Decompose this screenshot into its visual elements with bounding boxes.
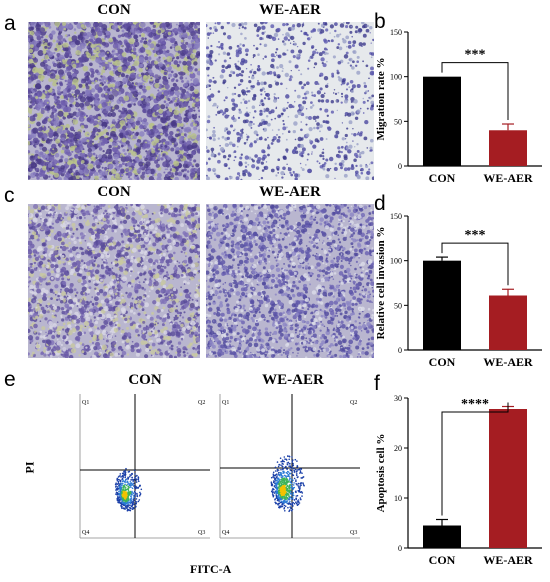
flow-con-q2: Q2 <box>198 400 205 406</box>
x-tick-label: CON <box>429 553 456 567</box>
panel-label-b: b <box>374 10 386 33</box>
x-tick-label: CON <box>429 355 456 369</box>
y-axis-label: Migration rate % <box>375 57 387 140</box>
bar-con <box>423 76 461 166</box>
bar-we-aer <box>489 295 527 350</box>
bar-we-aer <box>489 130 527 166</box>
panel-label-d: d <box>374 192 386 215</box>
bar-con <box>423 525 461 548</box>
panel-label-e: e <box>4 368 16 391</box>
micrograph-c-we-aer <box>206 204 374 358</box>
flow-we-aer-q3: Q3 <box>350 530 357 536</box>
y-tick-label: 20 <box>394 444 402 453</box>
flow-we-aer-q4: Q4 <box>222 530 229 536</box>
significance-stars: *** <box>465 228 486 243</box>
x-tick-label: WE-AER <box>483 171 533 185</box>
x-tick-label: WE-AER <box>483 553 533 567</box>
significance-stars: **** <box>461 397 489 412</box>
bar-con <box>423 260 461 350</box>
flow-plot-we-aer: Q1 Q2 Q3 Q4 <box>219 394 360 539</box>
significance-bracket <box>441 62 509 121</box>
flow-x-axis-label: FITC-A <box>190 562 232 576</box>
panel-label-a: a <box>4 12 16 35</box>
y-tick-label: 0 <box>398 544 402 553</box>
y-tick-label: 50 <box>394 301 402 310</box>
y-tick-label: 150 <box>390 28 402 37</box>
bar-chart-migration: Migration rate % 0 50 100 150 CON WE-AER *** <box>375 28 542 185</box>
y-tick-label: 0 <box>398 162 402 171</box>
micrograph-a-con-title: CON <box>97 2 131 18</box>
y-tick-label: 50 <box>394 117 402 126</box>
significance-stars: *** <box>465 48 486 63</box>
y-axis-label: Apoptosis cell % <box>375 434 387 513</box>
y-tick-label: 100 <box>390 257 402 266</box>
micrograph-a-con <box>28 22 200 180</box>
y-tick-label: 30 <box>394 394 402 403</box>
micrograph-c-we-aer-title: WE-AER <box>259 184 321 200</box>
panel-label-f: f <box>374 372 380 395</box>
flow-cytometry-plots: Q1 Q2 Q3 Q4 Q1 Q2 Q3 Q4 <box>79 394 360 539</box>
panel-label-c: c <box>4 184 15 207</box>
bar-chart-invasion: Relative cell invasion % 0 50 100 150 CON WE-A… <box>375 212 542 369</box>
flow-we-aer-title: WE-AER <box>262 372 324 388</box>
significance-bracket <box>441 402 509 516</box>
y-tick-label: 100 <box>390 73 402 82</box>
bar-we-aer <box>489 409 527 548</box>
flow-we-aer-q2: Q2 <box>350 400 357 406</box>
flow-we-aer-q1: Q1 <box>222 400 229 406</box>
micrograph-c-con <box>28 204 200 358</box>
x-tick-label: CON <box>429 171 456 185</box>
flow-y-axis-label: PI <box>22 461 37 474</box>
flow-con-q1: Q1 <box>82 400 89 406</box>
bar-chart-apoptosis: Apoptosis cell % 0 10 20 30 CON WE-AER **** <box>375 394 542 567</box>
x-tick-label: WE-AER <box>483 355 533 369</box>
y-tick-label: 0 <box>398 346 402 355</box>
micrograph-a-we-aer <box>206 22 374 180</box>
micrograph-c-con-title: CON <box>97 184 131 200</box>
y-tick-label: 10 <box>394 494 402 503</box>
significance-bracket <box>441 242 509 286</box>
y-tick-label: 150 <box>390 212 402 221</box>
flow-plot-con: Q1 Q2 Q3 Q4 <box>79 394 210 539</box>
flow-con-q3: Q3 <box>198 530 205 536</box>
flow-con-q4: Q4 <box>82 530 89 536</box>
micrograph-a-we-aer-title: WE-AER <box>259 2 321 18</box>
flow-con-title: CON <box>128 372 162 388</box>
y-axis-label: Relative cell invasion % <box>375 227 387 340</box>
